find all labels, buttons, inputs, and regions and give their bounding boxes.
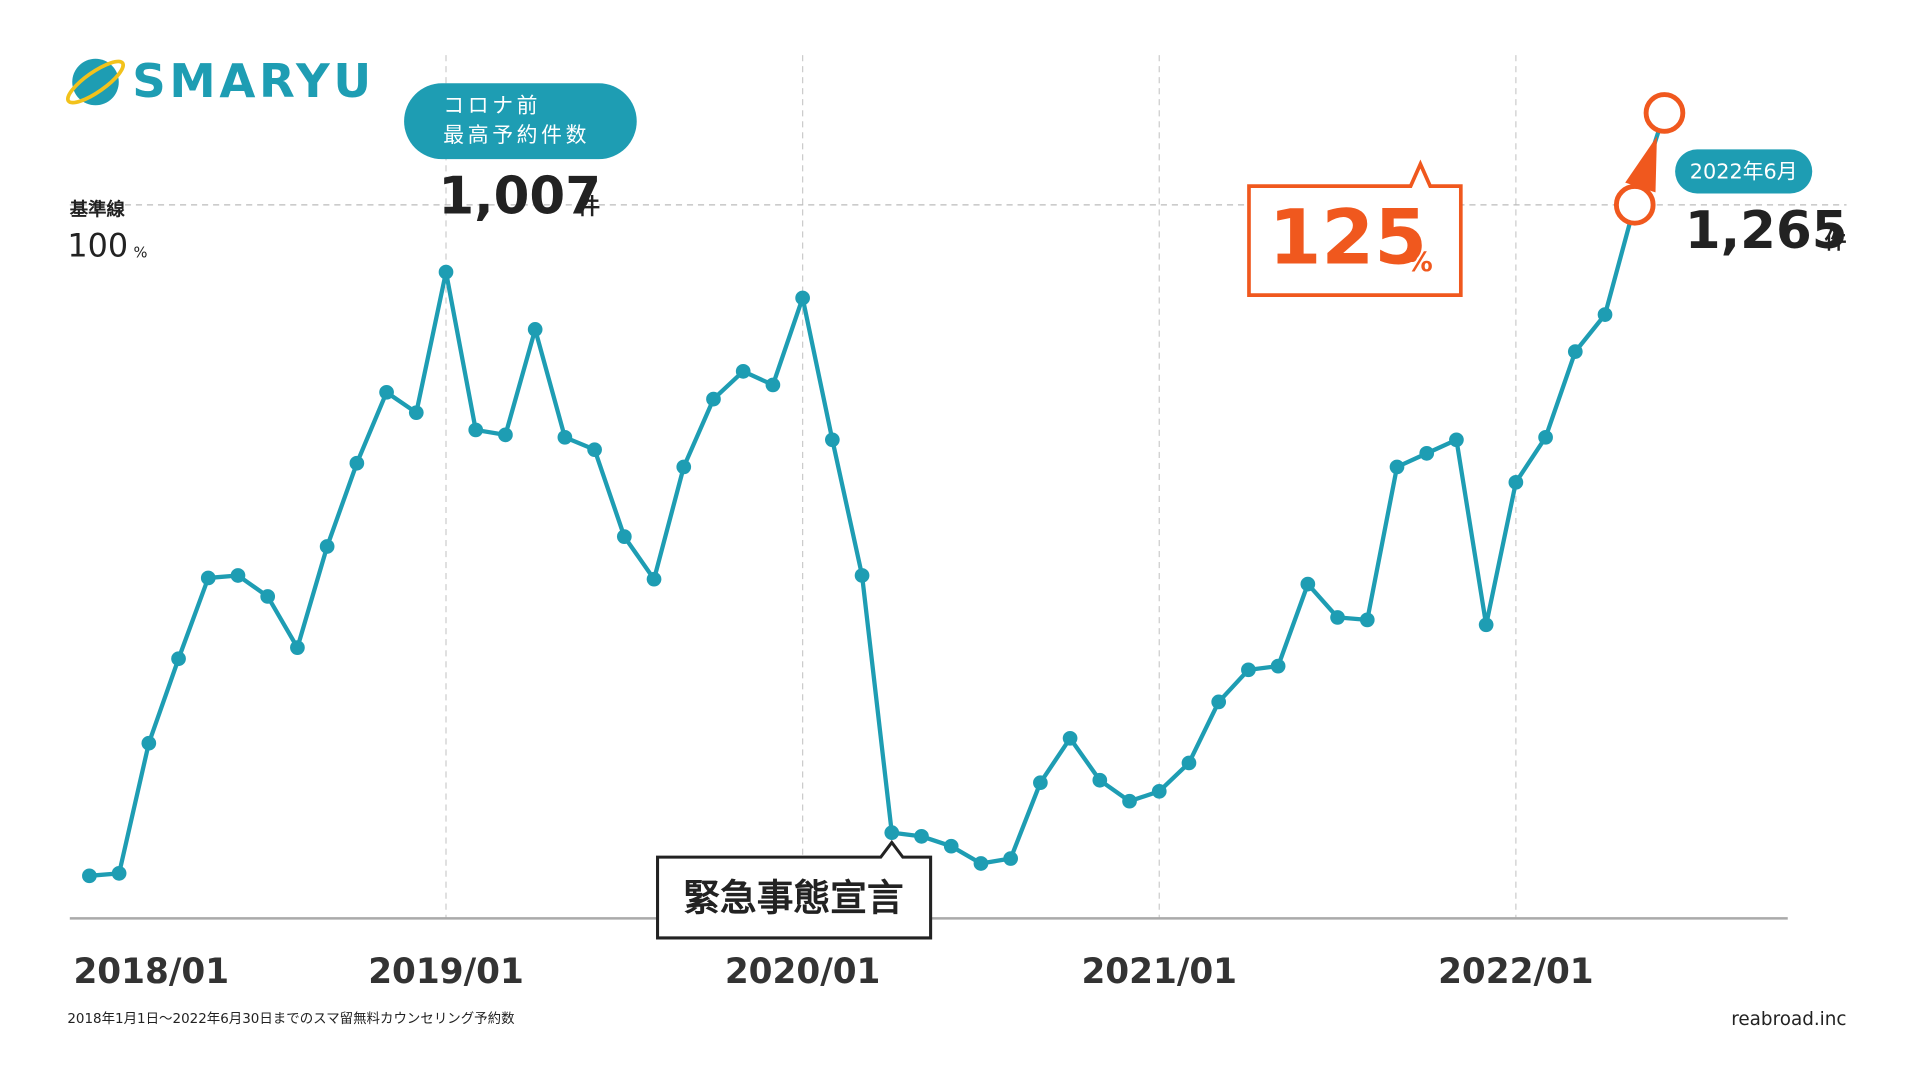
data-point bbox=[230, 568, 246, 583]
logo: SMARYU bbox=[66, 54, 375, 108]
data-point bbox=[1033, 775, 1048, 791]
baseline-label: 基準線 bbox=[69, 199, 126, 221]
highlight-point bbox=[1643, 92, 1686, 134]
data-point bbox=[854, 568, 870, 583]
data-point bbox=[1181, 755, 1197, 771]
data-point bbox=[1597, 307, 1613, 322]
data-point bbox=[973, 856, 989, 871]
arrow-head bbox=[1625, 136, 1657, 193]
baseline-value: 100 bbox=[67, 226, 128, 264]
data-point bbox=[349, 455, 365, 471]
data-point bbox=[735, 363, 751, 379]
data-point bbox=[200, 570, 216, 586]
data-point bbox=[765, 377, 781, 393]
data-point bbox=[795, 290, 810, 306]
growth-unit: % bbox=[1406, 247, 1433, 278]
data-point bbox=[1449, 432, 1464, 448]
x-tick-label: 2019/01 bbox=[368, 952, 524, 992]
baseline-unit: % bbox=[133, 244, 147, 261]
x-tick-label: 2021/01 bbox=[1081, 952, 1237, 992]
data-point bbox=[319, 539, 335, 554]
data-point bbox=[1270, 658, 1286, 674]
data-point bbox=[468, 422, 484, 438]
x-tick-label: 2018/01 bbox=[73, 952, 229, 992]
data-point bbox=[943, 838, 959, 854]
data-point bbox=[1419, 446, 1435, 461]
data-point bbox=[1241, 662, 1256, 678]
x-tick-label: 2020/01 bbox=[725, 952, 881, 992]
logo-text: SMARYU bbox=[132, 54, 375, 108]
data-point bbox=[498, 427, 513, 443]
x-tick-label: 2022/01 bbox=[1438, 952, 1594, 992]
end-unit: 件 bbox=[1824, 229, 1846, 254]
data-point bbox=[171, 651, 186, 667]
callout-unit: 件 bbox=[578, 195, 600, 220]
data-point bbox=[1389, 459, 1405, 475]
growth-box bbox=[1247, 159, 1463, 297]
highlight-point bbox=[1613, 184, 1656, 226]
data-point bbox=[557, 429, 573, 445]
data-point bbox=[141, 735, 157, 751]
data-point bbox=[706, 391, 721, 407]
credit: reabroad.inc bbox=[1731, 1009, 1846, 1030]
end-label-box bbox=[1675, 149, 1813, 194]
data-point bbox=[1567, 344, 1583, 359]
end-label: 2022年6月 bbox=[1690, 160, 1798, 184]
data-point bbox=[1300, 576, 1316, 592]
end-value: 1,265 bbox=[1685, 201, 1848, 261]
data-point bbox=[1359, 612, 1375, 628]
data-point bbox=[914, 828, 929, 844]
data-point bbox=[379, 384, 394, 400]
callout-text: 最高予約件数 bbox=[443, 123, 590, 147]
data-point bbox=[111, 866, 127, 881]
data-point bbox=[1092, 772, 1108, 788]
data-point bbox=[1508, 475, 1524, 490]
data-point bbox=[884, 825, 900, 840]
data-point bbox=[82, 868, 97, 884]
data-point bbox=[616, 529, 632, 544]
callout-box bbox=[404, 83, 637, 160]
data-point bbox=[587, 442, 602, 458]
data-point bbox=[646, 571, 662, 587]
data-point bbox=[438, 264, 454, 280]
data-point bbox=[290, 640, 305, 655]
data-point bbox=[260, 589, 276, 604]
growth-value: 125 bbox=[1269, 193, 1427, 281]
event-box bbox=[656, 839, 933, 940]
footnote: 2018年1月1日〜2022年6月30日までのスマ留無料カウンセリング予約数 bbox=[67, 1011, 515, 1027]
data-point bbox=[1538, 429, 1553, 445]
callout-value: 1,007 bbox=[438, 167, 601, 227]
data-point bbox=[1122, 793, 1137, 809]
data-point bbox=[527, 322, 543, 337]
event-label: 緊急事態宣言 bbox=[683, 877, 903, 920]
data-point bbox=[1330, 610, 1345, 625]
data-point bbox=[1151, 783, 1167, 799]
data-point bbox=[1211, 694, 1227, 710]
data-point bbox=[1478, 617, 1494, 633]
callout-text: コロナ前 bbox=[443, 94, 541, 118]
data-point bbox=[1003, 851, 1019, 866]
plot-background bbox=[69, 55, 1847, 920]
logo-globe bbox=[72, 58, 119, 106]
logo-orbit bbox=[66, 59, 126, 105]
data-point bbox=[1062, 730, 1078, 746]
data-point bbox=[825, 432, 840, 448]
data-point bbox=[676, 459, 692, 475]
data-point bbox=[408, 405, 424, 421]
